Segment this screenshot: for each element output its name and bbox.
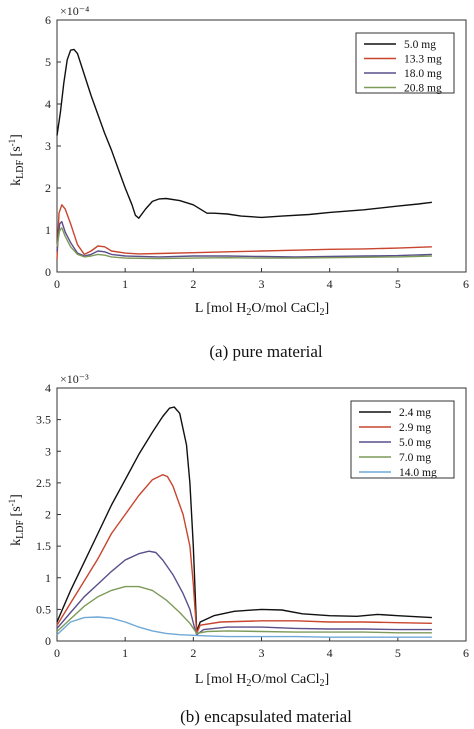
series-line-20-8-mg [56, 227, 432, 260]
x-tick-label: 0 [54, 277, 60, 291]
legend-label: 7.0 mg [399, 452, 431, 464]
series-group-b [56, 406, 432, 638]
legend-b: 2.4 mg 2.9 mg 5.0 mg 7.0 mg 14.0 mg [350, 400, 455, 479]
y-multiplier-b: ×10⁻³ [60, 372, 89, 386]
y-tick-label: 2 [45, 508, 51, 522]
x-tick-label: 0 [54, 646, 60, 660]
legend-box-a [355, 32, 455, 94]
caption-a: (a) pure material [209, 342, 323, 361]
series-line-18-0-mg [56, 220, 432, 258]
legend-label: 5.0 mg [404, 39, 436, 51]
legend-a: 5.0 mg 13.3 mg 18.0 mg 20.8 mg [355, 32, 455, 95]
y-axis-label-b: kLDF [s-1] [7, 494, 26, 546]
x-tick-label: 2 [190, 277, 196, 291]
chart-b: 0 1 2 3 4 5 6 0 0.5 1 1.5 2 2.5 3 3.5 4 ×10⁻³ kLDF [s-1… [7, 372, 469, 726]
y-tick-label: 0 [45, 634, 51, 648]
legend-label: 5.0 mg [399, 437, 431, 449]
series-line-7-0-mg [56, 585, 432, 635]
x-tick-label: 3 [259, 277, 265, 291]
x-tick-label: 1 [122, 646, 128, 660]
series-line-2-9-mg [56, 474, 432, 635]
y-tick-label: 3.5 [36, 413, 51, 427]
y-tick-label: 1.5 [36, 539, 51, 553]
x-tick-label: 6 [463, 646, 469, 660]
y-tick-label: 1 [45, 571, 51, 585]
ticks-b: 0 1 2 3 4 5 6 0 0.5 1 1.5 2 2.5 3 3.5 4 [36, 381, 469, 660]
legend-label: 2.9 mg [399, 422, 431, 434]
legend-box-b [350, 400, 455, 479]
y-tick-label: 2 [45, 181, 51, 195]
x-tick-label: 3 [259, 646, 265, 660]
series-line-14-0-mg [56, 616, 432, 638]
series-line-13-3-mg [56, 204, 432, 260]
y-tick-label: 5 [45, 55, 51, 69]
x-tick-label: 4 [327, 646, 333, 660]
legend-label: 13.3 mg [404, 54, 442, 66]
y-tick-label: 3 [45, 444, 51, 458]
chart-a: 0 1 2 3 4 5 6 0 1 2 3 4 5 6 ×10⁻⁴ kLDF [s-1] L [mol H… [7, 4, 469, 361]
y-tick-label: 0.5 [36, 602, 51, 616]
y-tick-label: 4 [45, 381, 51, 395]
x-tick-label: 6 [463, 277, 469, 291]
caption-b: (b) encapsulated material [180, 707, 352, 726]
series-line-5-0-mg [56, 48, 432, 219]
legend-label: 20.8 mg [404, 83, 442, 95]
y-axis-label-a: kLDF [s-1] [7, 134, 26, 186]
y-tick-label: 0 [45, 265, 51, 279]
series-group-a [56, 48, 432, 260]
y-multiplier-a: ×10⁻⁴ [60, 4, 89, 18]
legend-label: 14.0 mg [399, 467, 437, 479]
x-tick-label: 1 [122, 277, 128, 291]
y-tick-label: 2.5 [36, 476, 51, 490]
y-tick-label: 6 [45, 13, 51, 27]
x-tick-label: 5 [395, 277, 401, 291]
series-line-5-0-mg [56, 550, 432, 636]
x-axis-label-b: L [mol H2O/mol CaCl2] [195, 672, 329, 689]
x-tick-label: 4 [327, 277, 333, 291]
series-line-2-4-mg [56, 406, 432, 633]
x-axis-label-a: L [mol H2O/mol CaCl2] [195, 301, 329, 318]
x-tick-label: 2 [190, 646, 196, 660]
legend-label: 18.0 mg [404, 68, 442, 80]
legend-label: 2.4 mg [399, 407, 431, 419]
y-tick-label: 3 [45, 139, 51, 153]
x-tick-label: 5 [395, 646, 401, 660]
y-tick-label: 1 [45, 223, 51, 237]
ticks-a: 0 1 2 3 4 5 6 0 1 2 3 4 5 6 [45, 13, 469, 291]
y-tick-label: 4 [45, 97, 51, 111]
